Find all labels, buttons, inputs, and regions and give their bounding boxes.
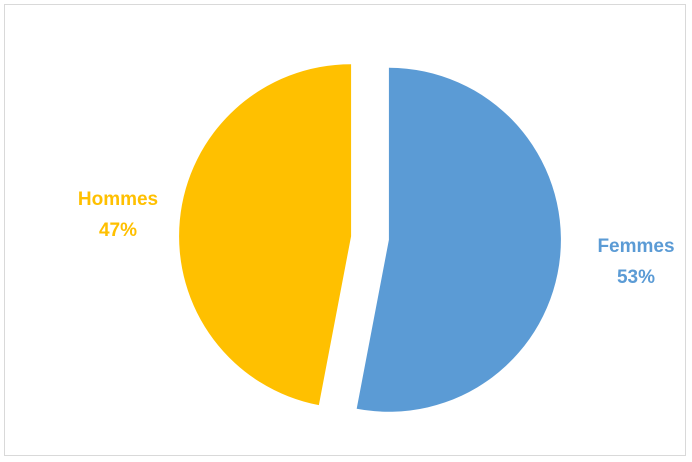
slice-label-hommes-value: 47% (99, 220, 137, 241)
slice-label-hommes-name: Hommes (78, 189, 158, 210)
pie-slice-hommes (179, 64, 352, 406)
pie-labels: Femmes 53% Hommes 47% (78, 189, 675, 288)
slice-label-femmes-value: 53% (617, 267, 655, 288)
pie-slices (179, 64, 561, 412)
pie-slice-femmes (356, 67, 561, 412)
slice-label-femmes-name: Femmes (597, 236, 674, 257)
